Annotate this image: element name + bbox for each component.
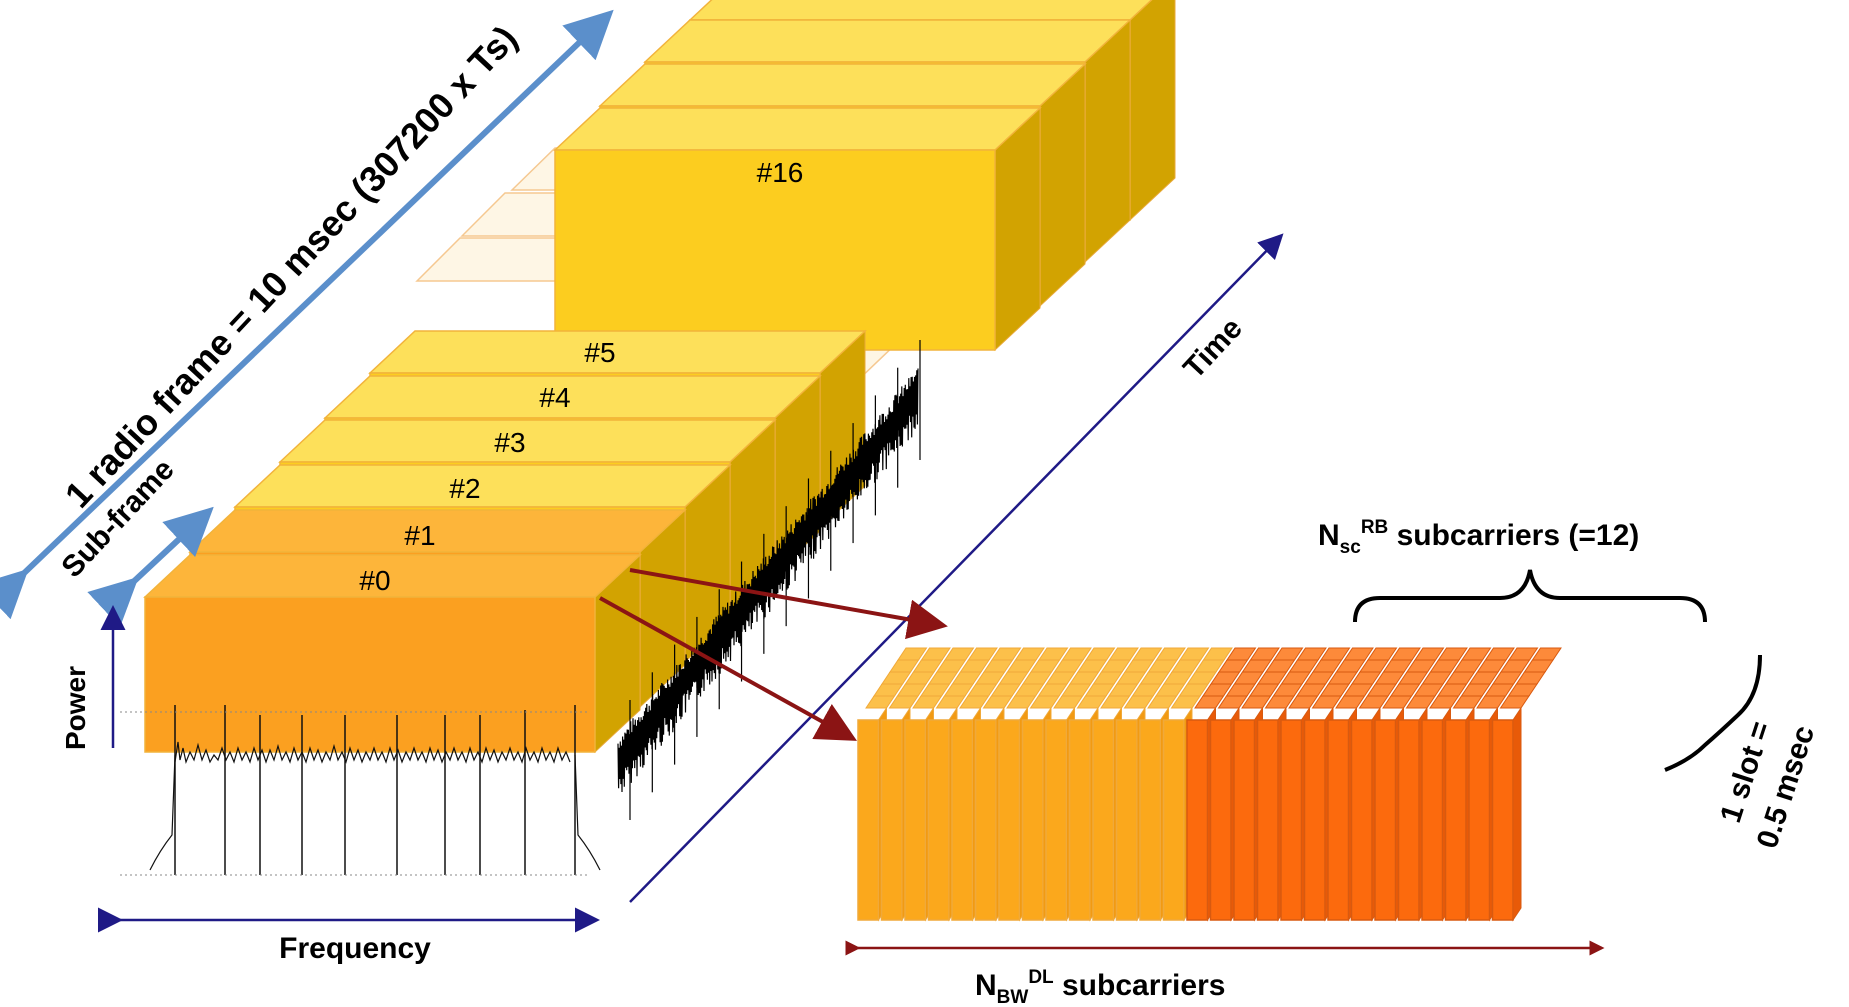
resource-element bbox=[1288, 695, 1319, 709]
time-axis-arrow bbox=[629, 233, 1284, 903]
resource-block-grid bbox=[857, 647, 1562, 922]
nsc-rb-brace bbox=[1353, 569, 1707, 623]
resource-element bbox=[1241, 695, 1272, 709]
resource-element bbox=[1147, 695, 1178, 709]
resource-element bbox=[1194, 695, 1225, 709]
resource-element bbox=[1452, 695, 1483, 709]
radio-frame-arrow bbox=[0, 9, 614, 620]
resource-element bbox=[1491, 706, 1522, 922]
subframe-16: #16 bbox=[553, 106, 1042, 352]
resource-element bbox=[1006, 695, 1037, 709]
zoom-arrow-bottom bbox=[599, 596, 857, 741]
subframe-3-label: #3 bbox=[494, 427, 525, 458]
zoom-arrow-top bbox=[629, 568, 948, 640]
resource-element bbox=[1476, 695, 1507, 709]
nbw-sup: DL bbox=[1028, 967, 1054, 988]
resource-element bbox=[1335, 695, 1366, 709]
resource-element bbox=[1311, 695, 1342, 709]
resource-element bbox=[1029, 695, 1060, 709]
resource-element bbox=[1217, 695, 1248, 709]
resource-element bbox=[1233, 706, 1263, 922]
subframe-4-label: #4 bbox=[539, 382, 570, 413]
nbw-rest: subcarriers bbox=[1054, 969, 1226, 1002]
subframe-16-label: #16 bbox=[757, 157, 804, 188]
frequency-axis-label: Frequency bbox=[279, 932, 431, 965]
nsc-main: N bbox=[1318, 519, 1340, 552]
nsc-rest: subcarriers (=12) bbox=[1388, 519, 1639, 552]
resource-element bbox=[912, 695, 943, 709]
resource-element bbox=[1170, 695, 1201, 709]
nbw-main: N bbox=[975, 969, 997, 1002]
slot-brace bbox=[1664, 654, 1762, 772]
nsc-sup: RB bbox=[1361, 517, 1388, 538]
resource-element bbox=[1405, 695, 1436, 709]
nbw-dl-label: NBWDL subcarriers bbox=[975, 967, 1225, 1007]
resource-element bbox=[1499, 695, 1530, 709]
power-axis-label: Power bbox=[60, 666, 91, 750]
resource-element bbox=[1382, 695, 1413, 709]
resource-element bbox=[1123, 695, 1154, 709]
resource-element bbox=[1076, 695, 1107, 709]
resource-element bbox=[982, 695, 1013, 709]
spectrum-plot bbox=[120, 705, 601, 876]
nbw-sub: BW bbox=[997, 987, 1029, 1007]
sub-frame-arrow bbox=[87, 506, 214, 628]
resource-element bbox=[865, 695, 896, 709]
subframe-0: #0 bbox=[143, 553, 642, 754]
resource-element bbox=[1358, 695, 1389, 709]
subframe-5-label: #5 bbox=[584, 337, 615, 368]
resource-element bbox=[935, 695, 966, 709]
resource-element bbox=[959, 695, 990, 709]
subframe-0-label: #0 bbox=[359, 565, 390, 596]
resource-element bbox=[1053, 695, 1084, 709]
resource-element bbox=[1100, 695, 1131, 709]
subframe-2-label: #2 bbox=[449, 473, 480, 504]
subframe-1-label: #1 bbox=[404, 520, 435, 551]
side-trace-line bbox=[617, 368, 919, 793]
front-subframes: #5 #4 #3 #2 #1 #0 bbox=[143, 329, 867, 754]
back-subframes: #19#18#17#16 bbox=[553, 0, 1176, 352]
resource-element bbox=[1429, 695, 1460, 709]
time-axis-label: Time bbox=[1177, 312, 1249, 385]
resource-element bbox=[1264, 695, 1295, 709]
resource-element bbox=[888, 695, 919, 709]
nsc-sub: sc bbox=[1340, 537, 1362, 558]
nsc-rb-label: NscRB subcarriers (=12) bbox=[1318, 517, 1639, 558]
